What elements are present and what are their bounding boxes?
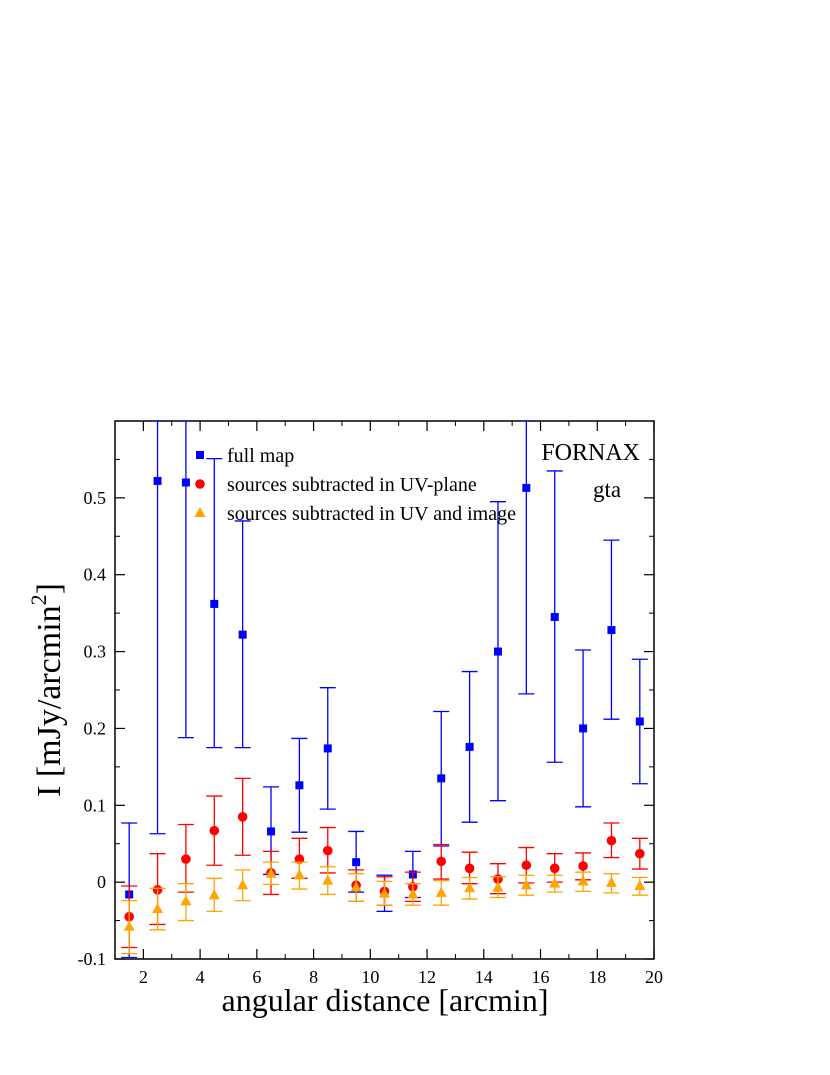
y-axis-title: I [mJy/arcmin2] bbox=[26, 583, 68, 797]
data-point bbox=[237, 879, 249, 890]
data-point bbox=[267, 827, 276, 836]
x-tick-label: 12 bbox=[418, 967, 436, 987]
data-point bbox=[492, 881, 504, 892]
data-point bbox=[208, 889, 220, 900]
y-tick-label: 0 bbox=[97, 872, 106, 892]
data-point bbox=[465, 742, 474, 751]
legend-marker bbox=[196, 451, 204, 459]
data-point bbox=[238, 630, 247, 639]
x-tick-label: 8 bbox=[309, 967, 318, 987]
data-point bbox=[464, 863, 475, 874]
data-point bbox=[407, 888, 419, 899]
data-point bbox=[549, 877, 561, 888]
data-point bbox=[577, 875, 589, 886]
legend-label: sources subtracted in UV and image bbox=[227, 503, 516, 525]
data-point bbox=[265, 867, 277, 878]
data-point bbox=[522, 483, 531, 492]
legend-marker bbox=[194, 507, 206, 517]
x-axis-title: angular distance [arcmin] bbox=[222, 982, 549, 1018]
series-3 bbox=[121, 861, 648, 955]
legend: full map sources subtracted in UV-plane so… bbox=[194, 445, 516, 525]
annotation-fornax: FORNAX bbox=[541, 440, 640, 466]
annotation-gta: gta bbox=[593, 477, 621, 502]
data-point bbox=[635, 848, 645, 859]
x-tick-label: 6 bbox=[252, 967, 261, 987]
data-point bbox=[322, 874, 334, 885]
data-point bbox=[379, 887, 390, 898]
axis-ticks: 2 4 6 8 10 12 14 16 18 20 -0.1 0 0.1 0.2 0.3 0.4 0.5 bbox=[78, 421, 663, 987]
legend-label: sources subtracted in UV-plane bbox=[227, 474, 477, 496]
y-tick-label: 0.3 bbox=[84, 642, 107, 662]
x-tick-label: 4 bbox=[196, 967, 205, 987]
series-2 bbox=[121, 777, 648, 949]
data-point bbox=[352, 858, 361, 867]
data-point bbox=[605, 876, 617, 887]
data-point bbox=[579, 724, 588, 733]
data-point bbox=[521, 860, 532, 871]
data-point bbox=[578, 861, 588, 871]
data-point bbox=[152, 903, 164, 914]
y-axis-title-main: I [mJy/arcmin bbox=[31, 605, 68, 797]
data-point bbox=[209, 825, 220, 836]
data-point bbox=[181, 854, 191, 864]
data-point bbox=[181, 478, 190, 487]
x-tick-label: 10 bbox=[361, 967, 379, 987]
y-tick-label: 0.5 bbox=[84, 488, 107, 508]
data-point bbox=[123, 920, 135, 931]
y-axis-title-superscript: 2 bbox=[26, 594, 51, 605]
data-point bbox=[520, 879, 532, 890]
y-tick-label: -0.1 bbox=[78, 949, 107, 969]
data-point bbox=[464, 882, 476, 893]
data-point bbox=[607, 626, 616, 635]
data-point bbox=[635, 717, 644, 726]
data-point bbox=[435, 886, 447, 897]
data-point bbox=[153, 476, 162, 485]
x-tick-label: 14 bbox=[475, 967, 493, 987]
x-tick-label: 18 bbox=[588, 967, 606, 987]
y-tick-label: 0.1 bbox=[84, 795, 107, 815]
x-tick-label: 16 bbox=[532, 967, 550, 987]
x-tick-label: 20 bbox=[645, 967, 663, 987]
y-tick-label: 0.2 bbox=[84, 718, 107, 738]
data-point bbox=[293, 869, 305, 880]
data-point bbox=[322, 845, 333, 856]
legend-marker bbox=[195, 479, 205, 489]
data-point bbox=[323, 744, 332, 753]
y-axis-title-close: ] bbox=[31, 583, 68, 594]
x-tick-label: 2 bbox=[139, 967, 148, 987]
legend-label: full map bbox=[227, 445, 294, 467]
data-point bbox=[606, 835, 617, 846]
data-point bbox=[550, 612, 559, 621]
data-point bbox=[634, 879, 646, 890]
data-point bbox=[493, 647, 502, 656]
series-layer bbox=[121, 421, 648, 959]
data-point bbox=[436, 856, 447, 867]
y-tick-label: 0.4 bbox=[84, 565, 107, 585]
data-point bbox=[295, 781, 304, 790]
data-point bbox=[350, 881, 362, 892]
data-point bbox=[549, 863, 560, 874]
data-point bbox=[237, 812, 248, 822]
data-point bbox=[210, 599, 219, 608]
data-point bbox=[294, 854, 305, 864]
data-point bbox=[437, 774, 446, 783]
data-point bbox=[180, 895, 192, 906]
